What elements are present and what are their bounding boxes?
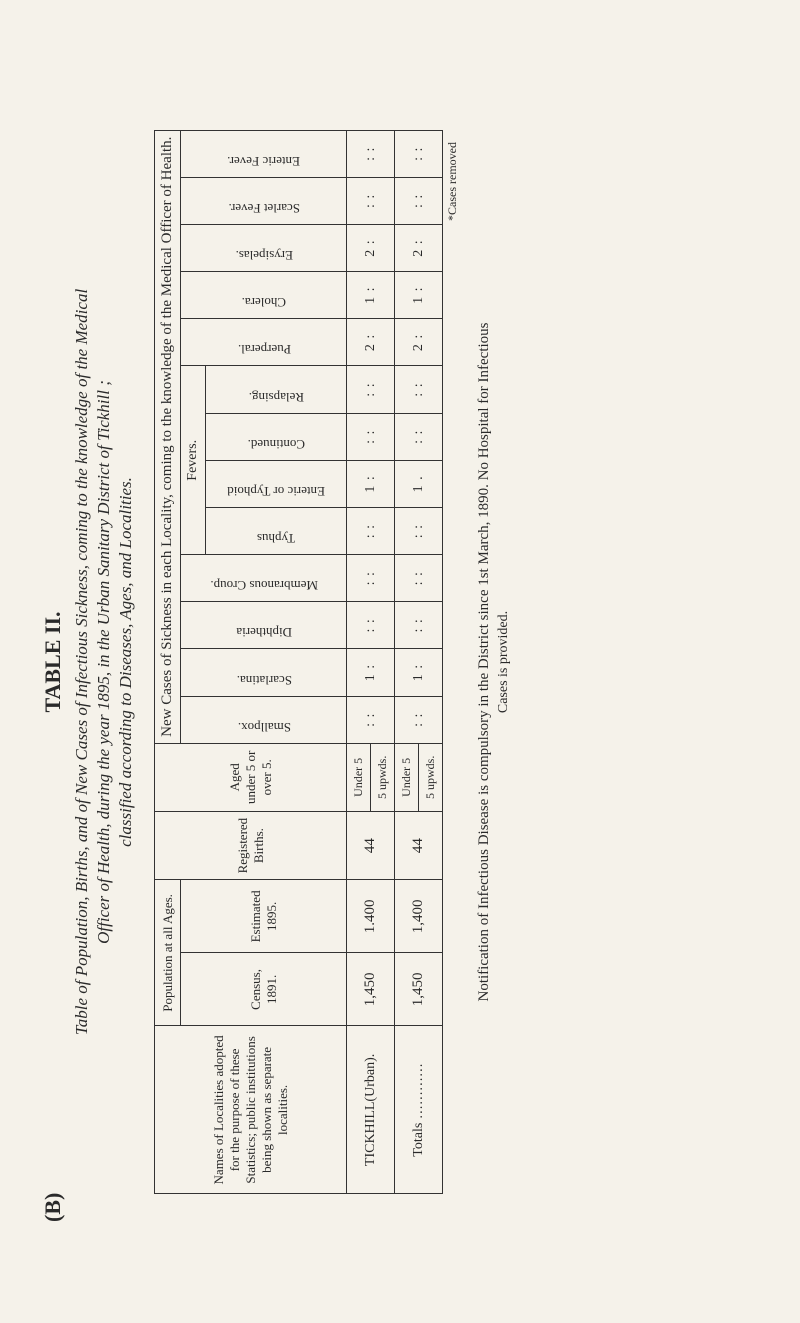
- cases-removed-note: *Cases removed: [445, 142, 459, 221]
- cell-tickhill-enteric-typhoid: 1 :: [347, 460, 395, 507]
- footnote-sub: Cases is provided.: [496, 62, 512, 1262]
- row-totals-under: Totals ………… 1,450 1,400 44 Under 5 : : 1…: [395, 130, 419, 1194]
- cell-tickhill-cholera: 1 :: [347, 271, 395, 318]
- cell-tickhill-typhus: : :: [347, 507, 395, 554]
- header-puerperal: Puerperal.: [198, 339, 330, 359]
- cell-totals-label: Totals …………: [395, 1025, 443, 1193]
- cell-tickhill-relapsing: : :: [347, 365, 395, 412]
- header-scarlatina: Scarlatina.: [198, 669, 330, 689]
- statistics-table: Names of Localities adopted for the purp…: [154, 129, 443, 1194]
- cell-tickhill-scarlatina: 1 :: [347, 648, 395, 695]
- cell-totals-continued: : :: [395, 413, 443, 460]
- table-number: TABLE II.: [40, 62, 66, 1262]
- cell-tickhill-smallpox: : :: [347, 696, 395, 743]
- header-enteric-fever: Enteric Fever.: [198, 150, 330, 170]
- title-line-3: classified according to Diseases, Ages, …: [116, 62, 136, 1262]
- header-diphtheria: Diphtheria: [198, 622, 330, 642]
- cell-totals-aged-under: Under 5: [395, 743, 419, 811]
- header-cases-group: New Cases of Sickness in each Locality, …: [155, 130, 181, 743]
- header-population-group: Population at all Ages.: [155, 879, 181, 1025]
- row-tickhill-under: TICKHILL(Urban). 1,450 1.400 44 Under 5 …: [347, 130, 371, 1194]
- header-relapsing: Relapsing.: [210, 386, 342, 406]
- header-fevers: Fevers.: [181, 365, 206, 554]
- cell-totals-aged-upwds: 5 upwds.: [419, 743, 443, 811]
- cell-totals-scarlatina: 1 :: [395, 648, 443, 695]
- header-enteric-typhoid: Enteric or Typhoid: [210, 480, 342, 500]
- cell-totals-estimated: 1,400: [395, 879, 443, 952]
- header-typhus: Typhus: [210, 528, 342, 548]
- cell-totals-smallpox: : :: [395, 696, 443, 743]
- cell-totals-membranous: : :: [395, 554, 443, 601]
- header-scarlet-fever: Scarlet Fever.: [198, 197, 330, 217]
- cell-totals-erysipelas: 2 :: [395, 224, 443, 271]
- cell-totals-diphtheria: : :: [395, 601, 443, 648]
- cell-totals-enteric-fever: : :: [395, 130, 443, 177]
- cell-totals-births: 44: [395, 811, 443, 880]
- header-names: Names of Localities adopted for the purp…: [155, 1025, 347, 1193]
- cell-totals-census: 1,450: [395, 952, 443, 1025]
- cell-totals-puerperal: 2 :: [395, 318, 443, 365]
- cell-totals-cholera: 1 :: [395, 271, 443, 318]
- cell-totals-enteric-typhoid: 1 .: [395, 460, 443, 507]
- header-aged: Aged under 5 or over 5.: [155, 743, 347, 811]
- cell-tickhill-continued: : :: [347, 413, 395, 460]
- cell-totals-scarlet-fever: : :: [395, 177, 443, 224]
- cell-tickhill-erysipelas: 2 :: [347, 224, 395, 271]
- header-membranous: Membranous Croup.: [198, 575, 330, 595]
- cell-tickhill-puerperal: 2 :: [347, 318, 395, 365]
- cell-tickhill-membranous: : :: [347, 554, 395, 601]
- header-cholera: Cholera.: [198, 292, 330, 312]
- cell-tickhill-diphtheria: : :: [347, 601, 395, 648]
- cell-totals-relapsing: : :: [395, 365, 443, 412]
- header-erysipelas: Erysipelas.: [198, 245, 330, 265]
- header-smallpox: Smallpox.: [198, 716, 330, 736]
- title-line-2: Officer of Health, during the year 1895,…: [94, 62, 114, 1262]
- header-continued: Continued.: [210, 433, 342, 453]
- cell-tickhill-births: 44: [347, 811, 395, 880]
- cell-tickhill-label: TICKHILL(Urban).: [347, 1025, 395, 1193]
- cell-tickhill-scarlet-fever: : :: [347, 177, 395, 224]
- header-estimated: Estimated 1895.: [181, 879, 347, 952]
- cell-tickhill-enteric-fever: : :: [347, 130, 395, 177]
- cell-tickhill-aged-under: Under 5: [347, 743, 371, 811]
- header-births: Registered Births.: [155, 811, 347, 880]
- section-label: (B): [40, 1192, 66, 1221]
- cell-tickhill-census: 1,450: [347, 952, 395, 1025]
- cell-tickhill-aged-upwds: 5 upwds.: [371, 743, 395, 811]
- footnote-main: Notification of Infectious Disease is co…: [476, 62, 493, 1262]
- header-census: Census, 1891.: [181, 952, 347, 1025]
- cell-totals-typhus: : :: [395, 507, 443, 554]
- cell-tickhill-estimated: 1.400: [347, 879, 395, 952]
- title-line-1: Table of Population, Births, and of New …: [72, 62, 92, 1262]
